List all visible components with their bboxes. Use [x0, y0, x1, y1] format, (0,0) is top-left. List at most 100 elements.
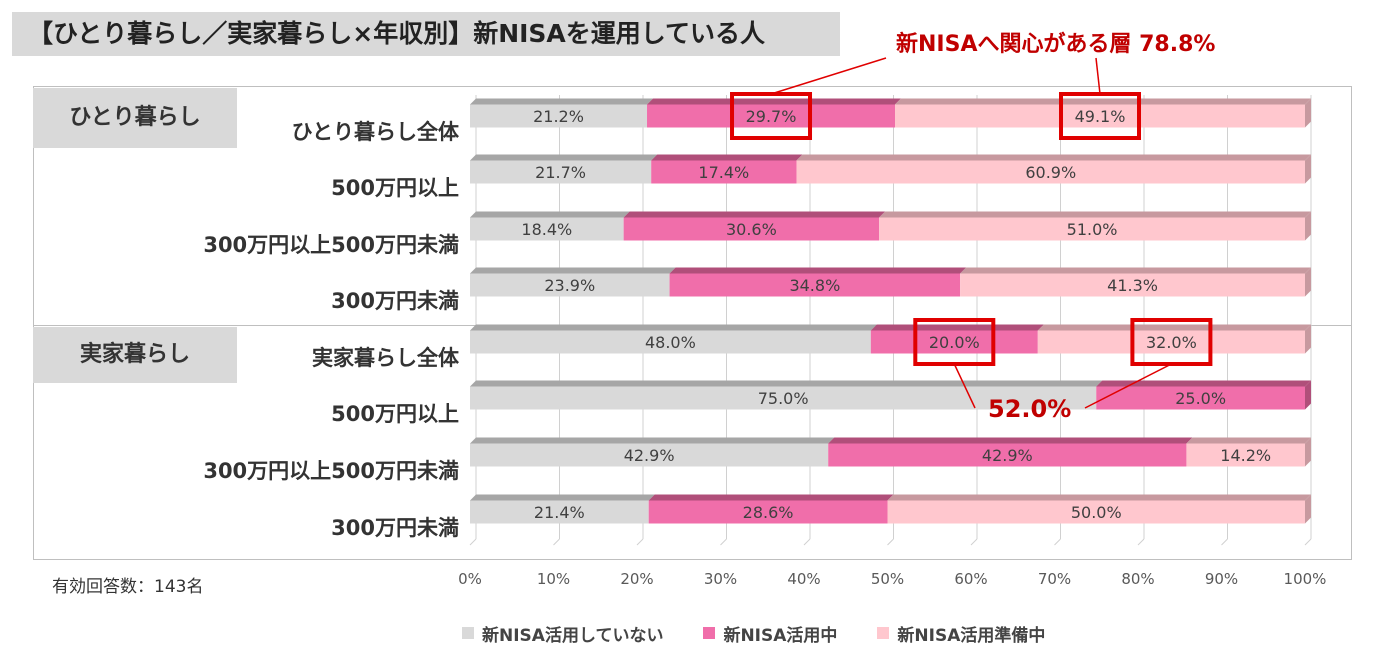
bar-side-face [1305, 98, 1311, 128]
data-label: 75.0% [758, 389, 809, 408]
legend-item: 新NISA活用していない [462, 621, 663, 646]
gridline [1054, 538, 1061, 546]
bar-top-face [470, 154, 658, 161]
data-label: 14.2% [1220, 446, 1271, 465]
data-label: 21.7% [535, 163, 586, 182]
bar-top-face [1037, 324, 1311, 331]
bar-segment [1096, 386, 1305, 410]
bar-top-face [470, 98, 654, 105]
bar-segment [470, 273, 670, 297]
category-label: 300万円未満 [331, 289, 459, 313]
legend-label: 新NISA活用中 [723, 625, 838, 646]
x-tick-label: 50% [871, 570, 904, 588]
bar-top-face [470, 380, 1103, 387]
category-label: 実家暮らし全体 [312, 346, 459, 370]
data-label: 20.0% [929, 333, 980, 352]
data-label: 21.2% [533, 107, 584, 126]
data-label: 49.1% [1075, 107, 1126, 126]
bar-side-face [1305, 267, 1311, 297]
bar-top-face [1186, 437, 1311, 444]
bar-segment [470, 330, 871, 354]
bar-segment [1037, 330, 1305, 354]
data-label: 21.4% [534, 503, 585, 522]
bar-segment [470, 500, 649, 524]
gridline [720, 538, 727, 546]
data-label: 34.8% [789, 276, 840, 295]
chart-legend: 新NISA活用していない 新NISA活用中 新NISA活用準備中 [462, 621, 1046, 646]
bar-top-face [879, 211, 1311, 218]
callout-leader-line [1095, 57, 1101, 95]
bar-top-face [470, 437, 835, 444]
data-label: 25.0% [1175, 389, 1226, 408]
gridline [469, 538, 477, 546]
bar-top-face [870, 324, 1044, 331]
x-tick-label: 20% [620, 570, 653, 588]
x-tick-label: 0% [458, 570, 482, 588]
category-label: 300万円以上500万円未満 [203, 459, 459, 483]
category-label: ひとり暮らし全体 [291, 120, 459, 144]
bar-segment [470, 104, 648, 128]
x-tick-label: 10% [537, 570, 570, 588]
x-tick-label: 70% [1038, 570, 1071, 588]
data-label: 42.9% [982, 446, 1033, 465]
data-label: 32.0% [1146, 333, 1197, 352]
group-label-single: ひとり暮らし [33, 88, 237, 148]
bar-side-face [1305, 437, 1311, 467]
bar-top-face [887, 494, 1311, 501]
bar-top-face [648, 494, 894, 501]
x-tick-label: 40% [787, 570, 820, 588]
data-label: 48.0% [645, 333, 696, 352]
bar-top-face [470, 324, 877, 331]
legend-label: 新NISA活用していない [482, 625, 664, 646]
gridline [887, 538, 894, 546]
bar-segment [796, 160, 1305, 184]
bar-top-face [623, 211, 886, 218]
bar-segment [470, 217, 624, 241]
legend-swatch-not-using [462, 627, 474, 639]
data-label: 60.9% [1025, 163, 1076, 182]
legend-label: 新NISA活用準備中 [897, 625, 1046, 646]
legend-swatch-preparing [877, 627, 890, 639]
bar-segment [828, 443, 1187, 467]
bar-segment [470, 386, 1097, 410]
legend-swatch-using [703, 627, 716, 639]
bar-top-face [828, 437, 1193, 444]
gridline [636, 538, 644, 546]
bar-segment [623, 217, 880, 241]
bar-top-face [796, 154, 1311, 161]
bar-top-face [960, 267, 1311, 274]
category-label: 300万円以上500万円未満 [203, 233, 459, 257]
callout-interest-family: 52.0% [988, 395, 1072, 423]
data-label: 23.9% [544, 276, 595, 295]
x-tick-label: 30% [704, 570, 737, 588]
category-label: 500万円以上 [331, 402, 459, 426]
category-label: 300万円未満 [331, 516, 459, 540]
group-label-family: 実家暮らし [33, 327, 237, 383]
chart-title: 【ひとり暮らし／実家暮らし×年収別】新NISAを運用している人 [12, 12, 840, 56]
data-label: 51.0% [1067, 220, 1118, 239]
bar-segment [887, 500, 1305, 524]
data-label: 28.6% [743, 503, 794, 522]
gridline [1304, 538, 1312, 546]
gridline [1137, 538, 1145, 546]
gridline [1221, 538, 1228, 546]
bar-side-face [1305, 380, 1311, 410]
callout-interest-total: 新NISAへ関心がある層 78.8% [896, 32, 1216, 57]
callout-leader-line [770, 57, 887, 95]
bar-segment [470, 160, 652, 184]
bar-top-face [470, 494, 655, 501]
gridline [553, 538, 560, 546]
chart-frame [33, 86, 1352, 560]
bar-side-face [1305, 211, 1311, 241]
footnote: 有効回答数：143名 [52, 577, 204, 597]
bar-top-face [669, 267, 967, 274]
bar-top-face [470, 211, 630, 218]
bar-segment [879, 217, 1305, 241]
category-label: 500万円以上 [331, 176, 459, 200]
bar-segment [648, 500, 888, 524]
bar-segment [870, 330, 1038, 354]
bar-side-face [1305, 154, 1311, 184]
data-label: 42.9% [624, 446, 675, 465]
bar-side-face [1305, 324, 1311, 354]
